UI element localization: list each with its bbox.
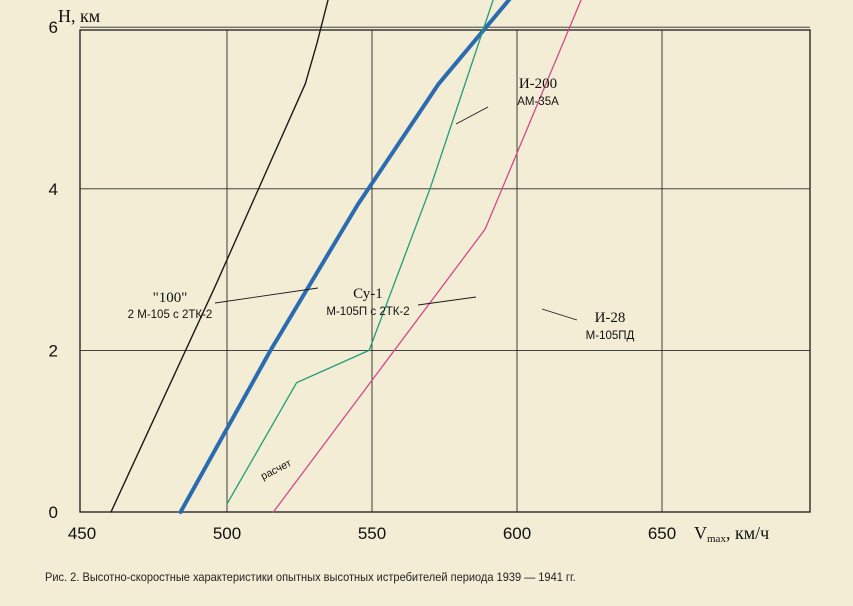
leader-line-i200 [455,106,489,125]
x-tick-label: 450 [68,524,96,543]
x-axis-title: Vmax, км/ч [694,523,769,545]
series-label-i28-engine: М-105ПД [586,330,635,342]
leader-line-100 [214,287,319,304]
x-axis-title-v: V [694,523,707,543]
y-tick-label: 6 [49,18,58,37]
x-tick-label: 600 [503,524,531,543]
series-annotation-su1: расчет [259,457,294,483]
x-axis-title-unit: , км/ч [726,523,769,543]
series-label-i28-name: И-28 [595,310,626,326]
plot-frame [79,29,811,513]
series-line-i200 [178,0,512,514]
x-tick-label: 650 [648,524,676,543]
series-line-su1 [226,0,494,505]
series-label-100-name: "100" [153,290,188,306]
series-label-su1-engine: М-105П с 2ТК-2 [326,306,409,318]
series-label-i200-name: И-200 [519,76,557,92]
series-line-i28 [272,0,582,513]
series-label-su1-name: Су-1 [353,286,383,302]
leader-line-su1 [417,296,477,306]
series-lines [110,0,582,514]
series-label-i200-engine: АМ-35А [517,96,559,108]
series-line-100 [110,0,329,513]
y-tick-label: 0 [49,503,58,522]
y-tick-label: 4 [49,180,58,199]
series-label-100-engine: 2 М-105 с 2ТК-2 [128,309,213,321]
x-axis-title-sub: max [707,533,726,545]
x-tick-label: 550 [358,524,386,543]
x-tick-label: 500 [213,524,241,543]
series-labels: "100" 2 М-105 с 2ТК-2 И-200 АМ-35А Су-1 М-105… [128,76,635,483]
figure-caption: Рис. 2. Высотно-скоростные характеристик… [45,570,576,584]
y-axis-title: H, км [58,6,100,26]
y-tick-label: 2 [49,341,58,360]
leader-line-i28 [541,308,578,321]
